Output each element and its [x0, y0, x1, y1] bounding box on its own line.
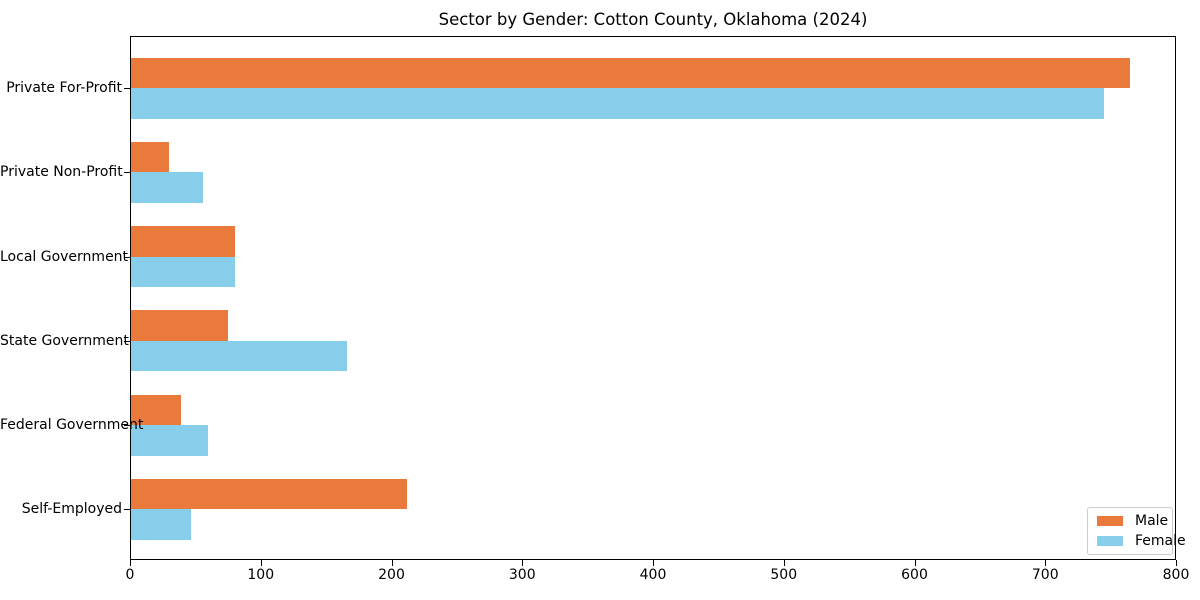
x-tick	[1176, 560, 1177, 566]
x-tick-label: 600	[901, 567, 928, 583]
bar-male-private-for-profit	[130, 57, 1131, 88]
y-tick	[124, 425, 130, 426]
legend-swatch-female	[1097, 536, 1123, 546]
legend-label: Female	[1135, 533, 1186, 549]
y-tick	[124, 256, 130, 258]
legend: Male Female	[1087, 507, 1186, 555]
x-tick-label: 200	[378, 567, 405, 583]
legend-label: Male	[1135, 513, 1169, 529]
x-tick	[391, 560, 393, 566]
y-tick-label: Local Government	[0, 248, 129, 265]
x-tick-label: 800	[1162, 567, 1190, 583]
y-tick-label: Self-Employed	[21, 501, 122, 518]
x-tick	[914, 560, 916, 566]
x-tick	[522, 560, 524, 566]
bar-male-self-employed	[130, 478, 408, 510]
x-tick-label: 500	[770, 567, 798, 583]
bar-female-self-employed	[130, 509, 192, 540]
y-tick-label: State Government	[0, 332, 129, 349]
x-tick-label: 300	[508, 567, 536, 583]
x-tick	[130, 560, 131, 566]
y-tick	[124, 88, 130, 89]
bar-male-private-non-profit	[130, 141, 170, 173]
bar-female-federal-government	[130, 425, 209, 456]
x-tick-label: 400	[639, 567, 667, 583]
y-tick-label: Private Non-Profit	[0, 164, 123, 181]
bar-male-state-government	[130, 310, 229, 341]
x-tick	[1045, 560, 1047, 566]
x-tick	[260, 560, 262, 566]
y-tick	[124, 509, 130, 511]
bar-female-state-government	[130, 340, 348, 372]
x-tick	[653, 560, 654, 566]
y-tick	[124, 172, 130, 174]
chart-title: Sector by Gender: Cotton County, Oklahom…	[438, 10, 868, 29]
bar-female-local-government	[130, 256, 235, 287]
y-tick-label: Private For-Profit	[6, 80, 122, 96]
bar-male-local-government	[130, 226, 235, 257]
legend-item-male: Male	[1097, 514, 1172, 528]
y-tick	[124, 340, 130, 342]
bar-female-private-for-profit	[130, 88, 1105, 119]
x-tick	[783, 560, 785, 566]
x-tick-label: 700	[1031, 567, 1059, 583]
bar-male-federal-government	[130, 394, 181, 425]
x-tick-label: 100	[247, 567, 275, 583]
bar-female-private-non-profit	[130, 172, 204, 203]
y-tick-label: Federal Government	[0, 417, 144, 433]
x-tick-label: 0	[125, 567, 135, 583]
legend-item-female: Female	[1097, 534, 1186, 548]
plot-area	[130, 36, 1176, 560]
legend-swatch-male	[1097, 516, 1123, 526]
